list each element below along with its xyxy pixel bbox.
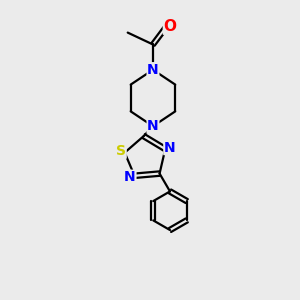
Text: O: O bbox=[164, 19, 176, 34]
Text: S: S bbox=[116, 144, 126, 158]
Text: N: N bbox=[124, 170, 136, 184]
Text: N: N bbox=[147, 119, 159, 133]
Text: N: N bbox=[164, 141, 176, 154]
Text: N: N bbox=[147, 63, 159, 77]
